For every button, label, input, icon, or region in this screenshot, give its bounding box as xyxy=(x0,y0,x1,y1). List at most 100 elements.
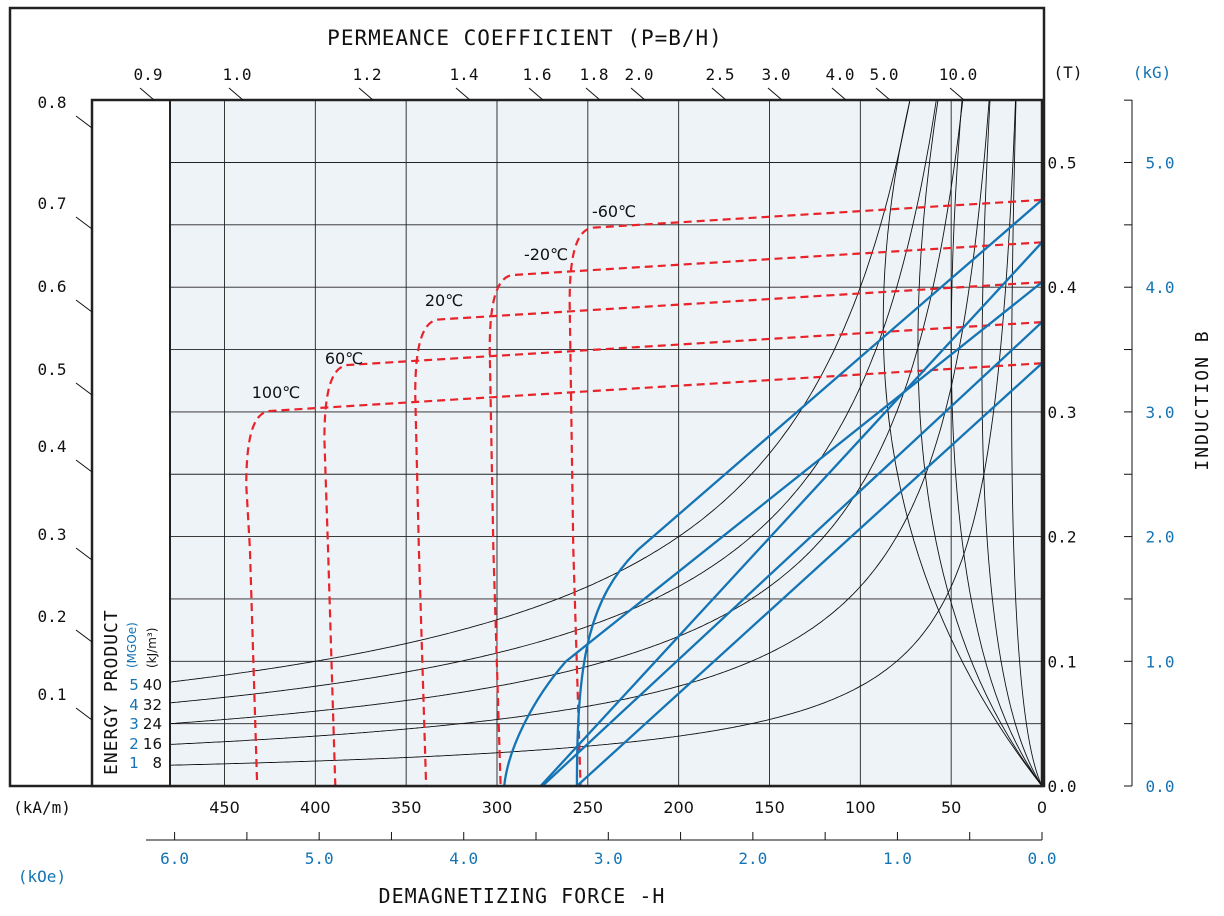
energy-label-kjm3: 24 xyxy=(143,715,162,733)
left-scale-tick xyxy=(75,459,93,473)
series-label: 60℃ xyxy=(325,349,363,368)
energy-panel xyxy=(91,99,171,787)
left-scale-label: 0.3 xyxy=(38,525,67,544)
normal-curve xyxy=(576,362,1042,786)
x-tick-label-koe: 0.0 xyxy=(1028,849,1057,868)
left-scale-tick xyxy=(75,115,93,129)
left-scale-tick xyxy=(75,299,93,313)
intrinsic-curve xyxy=(414,281,1042,786)
permeance-tick xyxy=(711,87,727,101)
permeance-tick xyxy=(875,87,891,101)
x-tick-label-koe: 5.0 xyxy=(305,849,334,868)
energy-label-mgoe: 2 xyxy=(129,735,139,753)
permeance-label: 0.9 xyxy=(134,65,163,84)
normal-curve xyxy=(503,281,1042,786)
energy-label-mgoe: 1 xyxy=(129,754,139,772)
left-scale-tick xyxy=(75,629,93,643)
energy-label-kjm3: 16 xyxy=(143,735,162,753)
left-scale-label: 0.4 xyxy=(38,437,67,456)
energy-label-kjm3: 8 xyxy=(152,754,162,772)
y-tick-label-kg: 1.0 xyxy=(1146,652,1175,671)
y-tick-label-t: 0.4 xyxy=(1048,278,1077,297)
y-tick-label-kg: 0.0 xyxy=(1146,777,1175,796)
x-tick-label-kam: 150 xyxy=(754,798,785,817)
x-tick-label-koe: 6.0 xyxy=(160,849,189,868)
series-label: 20℃ xyxy=(425,291,463,310)
x-tick-label-koe: 4.0 xyxy=(449,849,478,868)
series-label: -20℃ xyxy=(524,245,568,264)
y-tick-label-t: 0.3 xyxy=(1048,403,1077,422)
normal-curve xyxy=(541,321,1042,786)
permeance-label: 1.2 xyxy=(353,65,382,84)
x-tick-label-kam: 200 xyxy=(663,798,694,817)
left-scale-label: 0.7 xyxy=(38,194,67,213)
energy-curve xyxy=(170,100,1016,766)
x-tick-label-koe: 1.0 xyxy=(883,849,912,868)
intrinsic-curves xyxy=(245,198,1042,786)
energy-label-mgoe: 5 xyxy=(129,676,139,694)
permeance-tick xyxy=(831,87,847,101)
left-scale-tick xyxy=(75,216,93,230)
permeance-label: 1.0 xyxy=(223,65,252,84)
x-tick-label-kam: 50 xyxy=(941,798,961,817)
energy-curve xyxy=(170,100,990,745)
x-axis-kam: 450 400 350 300 250 200 150 100 50 0 xyxy=(209,798,1047,817)
series-label: 100℃ xyxy=(252,383,301,402)
left-scale-tick xyxy=(75,707,93,721)
series-labels: -60℃ -20℃ 20℃ 60℃ 100℃ xyxy=(252,202,636,402)
y-tick-label-t: 0.5 xyxy=(1048,154,1077,173)
y-tick-label-kg: 4.0 xyxy=(1146,278,1175,297)
permeance-tick xyxy=(949,87,965,101)
permeance-label: 4.0 xyxy=(826,65,855,84)
permeance-line xyxy=(1011,100,1042,786)
energy-curve xyxy=(170,100,937,704)
permeance-tick xyxy=(455,87,471,101)
y-axis-title: INDUCTION B xyxy=(1192,329,1213,470)
permeance-label: 5.0 xyxy=(870,65,899,84)
permeance-tick xyxy=(528,87,544,101)
x-tick-label-kam: 300 xyxy=(482,798,513,817)
left-scale-label: 0.1 xyxy=(38,685,67,704)
intrinsic-curve xyxy=(488,241,1042,786)
permeance-tick xyxy=(228,87,244,101)
permeance-label: 2.0 xyxy=(625,65,654,84)
unit-koe: (kOe) xyxy=(18,867,66,886)
energy-label-kjm3: 32 xyxy=(143,696,162,714)
permeance-tick xyxy=(630,87,646,101)
permeance-tick xyxy=(585,87,601,101)
left-scale-label: 0.8 xyxy=(38,93,67,112)
left-scale-tick xyxy=(75,547,93,561)
y-axis-kilogauss: 0.0 1.0 2.0 3.0 4.0 5.0 xyxy=(1124,99,1175,796)
x-axis-koe: 6.0 5.0 4.0 3.0 2.0 1.0 0.0 xyxy=(160,832,1056,868)
energy-label-mgoe: 3 xyxy=(129,715,139,733)
left-scale-tick xyxy=(75,382,93,396)
permeance-label: 1.6 xyxy=(523,65,552,84)
permeance-line xyxy=(882,100,1042,786)
x-tick-label-koe: 2.0 xyxy=(738,849,767,868)
permeance-label: 10.0 xyxy=(939,65,978,84)
unit-kilogauss: (kG) xyxy=(1133,63,1172,82)
y-axis-tesla: 0.0 0.1 0.2 0.3 0.4 0.5 xyxy=(1048,154,1077,797)
permeance-label: 1.4 xyxy=(450,65,479,84)
intrinsic-curve xyxy=(245,362,1042,786)
left-scale: 0.8 0.7 0.6 0.5 0.4 0.3 0.2 0.1 xyxy=(38,93,93,721)
permeance-tick xyxy=(767,87,783,101)
energy-curve xyxy=(170,100,911,683)
left-scale-label: 0.5 xyxy=(38,360,67,379)
energy-unit-mgoe: (MGOe) xyxy=(125,622,139,668)
permeance-line xyxy=(917,100,1042,786)
energy-product-label: ENERGY PRODUCT xyxy=(101,609,122,775)
normal-curve xyxy=(575,199,1042,786)
x-axis-title: DEMAGNETIZING FORCE -H xyxy=(379,884,666,908)
x-tick-label-koe: 3.0 xyxy=(594,849,623,868)
y-tick-label-t: 0.1 xyxy=(1048,652,1077,671)
permeance-label: 2.5 xyxy=(706,65,735,84)
x-tick-label-kam: 400 xyxy=(300,798,331,817)
unit-kam: (kA/m) xyxy=(13,798,71,817)
chart-title: PERMEANCE COEFFICIENT (P=B/H) xyxy=(327,26,723,50)
intrinsic-curve xyxy=(323,321,1042,786)
unit-tesla: (T) xyxy=(1054,63,1083,82)
x-tick-label-kam: 350 xyxy=(391,798,422,817)
permeance-labels: 0.9 1.0 1.2 1.4 1.6 1.8 2.0 2.5 3.0 4.0 5.0 10.0 xyxy=(134,65,978,101)
